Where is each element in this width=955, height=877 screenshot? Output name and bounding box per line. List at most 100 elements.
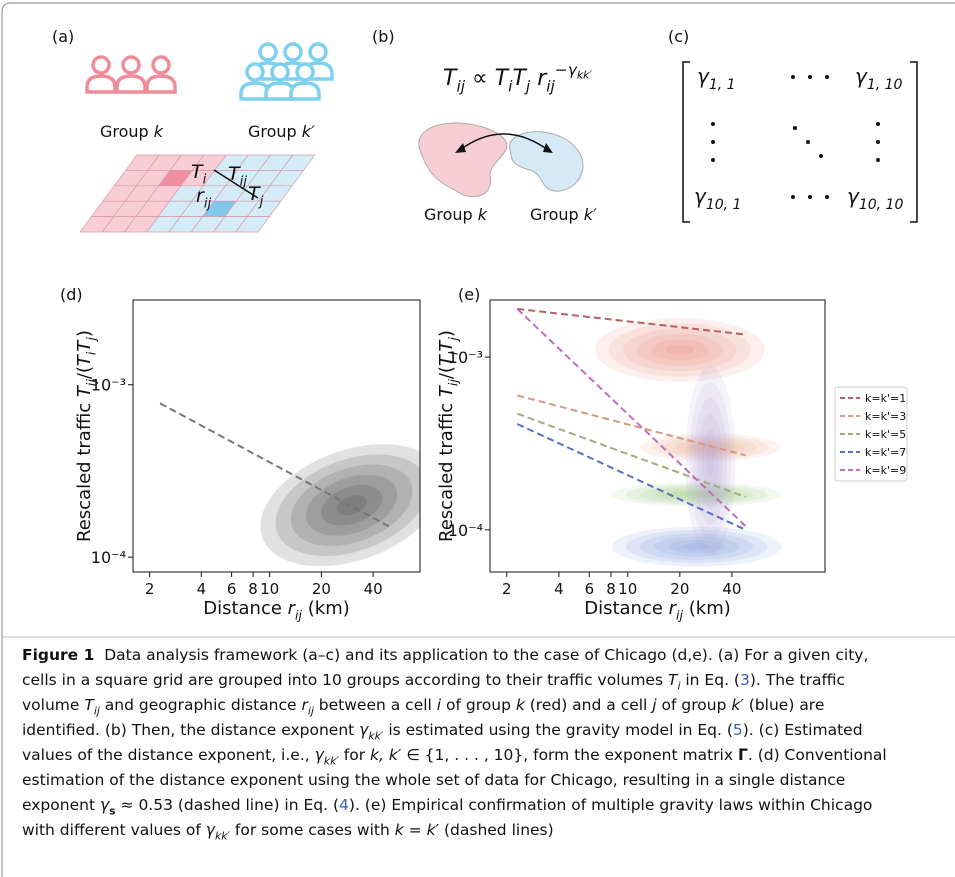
cell-label-part: ij <box>204 197 212 212</box>
x-axis-label-part: (km) <box>683 598 731 619</box>
x-tick-label: 8 <box>606 580 616 598</box>
caption-line-part: ∈ {1, . . . , 10}, form the exponent mat… <box>401 746 738 764</box>
cell-label: Tj <box>248 183 264 210</box>
y-axis-label-part: i <box>83 351 98 355</box>
density-contour <box>625 484 768 505</box>
density-contour <box>637 333 723 366</box>
cell-label-part: j <box>258 195 264 210</box>
caption-line-part: 5 <box>733 721 743 739</box>
formula-part: kk′ <box>577 68 593 81</box>
formula-part <box>530 66 537 91</box>
density-contour <box>693 397 727 525</box>
caption-line-part: for <box>339 746 370 764</box>
group-k2-blob <box>509 131 584 192</box>
y-tick-label: 10⁻³ <box>448 348 483 367</box>
x-tick-label: 2 <box>502 580 512 598</box>
legend-box <box>834 386 908 482</box>
group-label-part: Group <box>530 205 584 224</box>
formula-part: j <box>524 78 531 96</box>
density-contour <box>654 488 740 501</box>
density-contour <box>611 482 782 507</box>
density-contour <box>697 413 723 509</box>
legend-label: k=k'=3 <box>865 410 906 423</box>
group-label: Group k′ <box>248 122 315 141</box>
formula-part: r <box>537 66 548 91</box>
density-contour <box>701 429 719 493</box>
density-contour <box>639 533 754 560</box>
grid-cell <box>235 216 271 233</box>
density-contour <box>639 486 754 503</box>
matrix-dots <box>711 75 880 199</box>
panel-label: (b) <box>372 27 395 46</box>
density-contour <box>306 474 398 536</box>
caption-line-part: volume <box>22 696 84 714</box>
caption-line: estimation of the distance exponent usin… <box>22 771 845 789</box>
legend-label: k=k'=9 <box>865 464 906 477</box>
person-body <box>145 74 177 94</box>
person-head <box>308 42 328 62</box>
caption-line-part: for some cases with <box>230 821 395 839</box>
y-axis-label-part: ) <box>436 330 457 337</box>
trend-line <box>517 307 746 336</box>
density-contour <box>665 344 694 356</box>
person-head <box>91 55 111 75</box>
density-contour <box>611 526 782 567</box>
x-axis-label-part: ij <box>676 607 683 622</box>
y-axis-label-part: ij <box>83 379 98 386</box>
formula-part: T <box>495 66 510 91</box>
x-tick-label: 6 <box>585 580 595 598</box>
formula: Tij ∝ TiTj rij−γkk′ <box>443 61 593 96</box>
caption-line-part: with different values of <box>22 821 206 839</box>
x-axis-label-part: (km) <box>302 598 350 619</box>
x-axis-label-part: r <box>669 598 678 619</box>
caption-line-part: k′ <box>731 696 744 714</box>
x-axis-label: Distance rij (km) <box>584 598 731 622</box>
caption-line-part: kk′ <box>324 755 340 768</box>
x-tick-label: 20 <box>312 580 331 598</box>
matrix-entry: γ10, 1 <box>694 184 741 213</box>
matrix-brackets <box>682 61 918 223</box>
plot-area <box>516 307 782 567</box>
group-label-part: k′ <box>302 122 315 141</box>
caption-line-part: (blue) are <box>744 696 825 714</box>
density-contour <box>698 445 722 450</box>
legend-label: k=k'=7 <box>865 446 906 459</box>
caption-line-part: kk′ <box>215 830 231 843</box>
person-body <box>289 81 321 101</box>
caption-line-part: = <box>404 821 427 839</box>
group-label-part: k <box>154 122 164 141</box>
caption-line-part: 3 <box>740 671 750 689</box>
y-axis-label-part: /( <box>436 366 457 379</box>
formula-part: ij <box>456 78 465 96</box>
caption-line-part: is estimated using the gravity model in … <box>383 721 733 739</box>
caption-line-part: T <box>668 671 679 689</box>
caption-line-part: γ <box>359 721 369 739</box>
x-axis-label-part: Distance <box>203 598 287 619</box>
group-label: Group k <box>424 205 488 224</box>
caption-line-part: k′ <box>427 821 440 839</box>
y-tick-label: 10⁻⁴ <box>448 521 483 540</box>
y-axis-label-part: ) <box>74 330 95 337</box>
y-axis-label-part: j <box>445 337 460 343</box>
caption-line: exponent γs ≈ 0.53 (dashed line) in Eq. … <box>22 796 872 818</box>
group-label: Group k′ <box>530 205 597 224</box>
caption-line-part: . (d) Conventional <box>748 746 887 764</box>
caption-line-part: of group <box>441 696 516 714</box>
caption-line-part: Data analysis framework (a–c) and its ap… <box>94 646 868 664</box>
caption-line-part: ≈ 0.53 (dashed line) in Eq. ( <box>116 796 339 814</box>
x-axis-label-part: r <box>288 598 297 619</box>
y-tick-label: 10⁻⁴ <box>91 548 126 567</box>
y-axis-label-part: T <box>436 353 457 366</box>
x-tick-label: 40 <box>364 580 383 598</box>
group-k-blob <box>418 122 508 198</box>
person-head <box>121 55 141 75</box>
y-axis-label-part: ij <box>445 379 460 386</box>
x-axis-label-part: ij <box>295 607 302 622</box>
caption-line-part: γ <box>315 746 325 764</box>
caption-line-part: exponent <box>22 796 100 814</box>
caption-line-part: i <box>437 696 442 714</box>
group-label-part: k′ <box>584 205 597 224</box>
x-tick-label: 40 <box>722 580 741 598</box>
